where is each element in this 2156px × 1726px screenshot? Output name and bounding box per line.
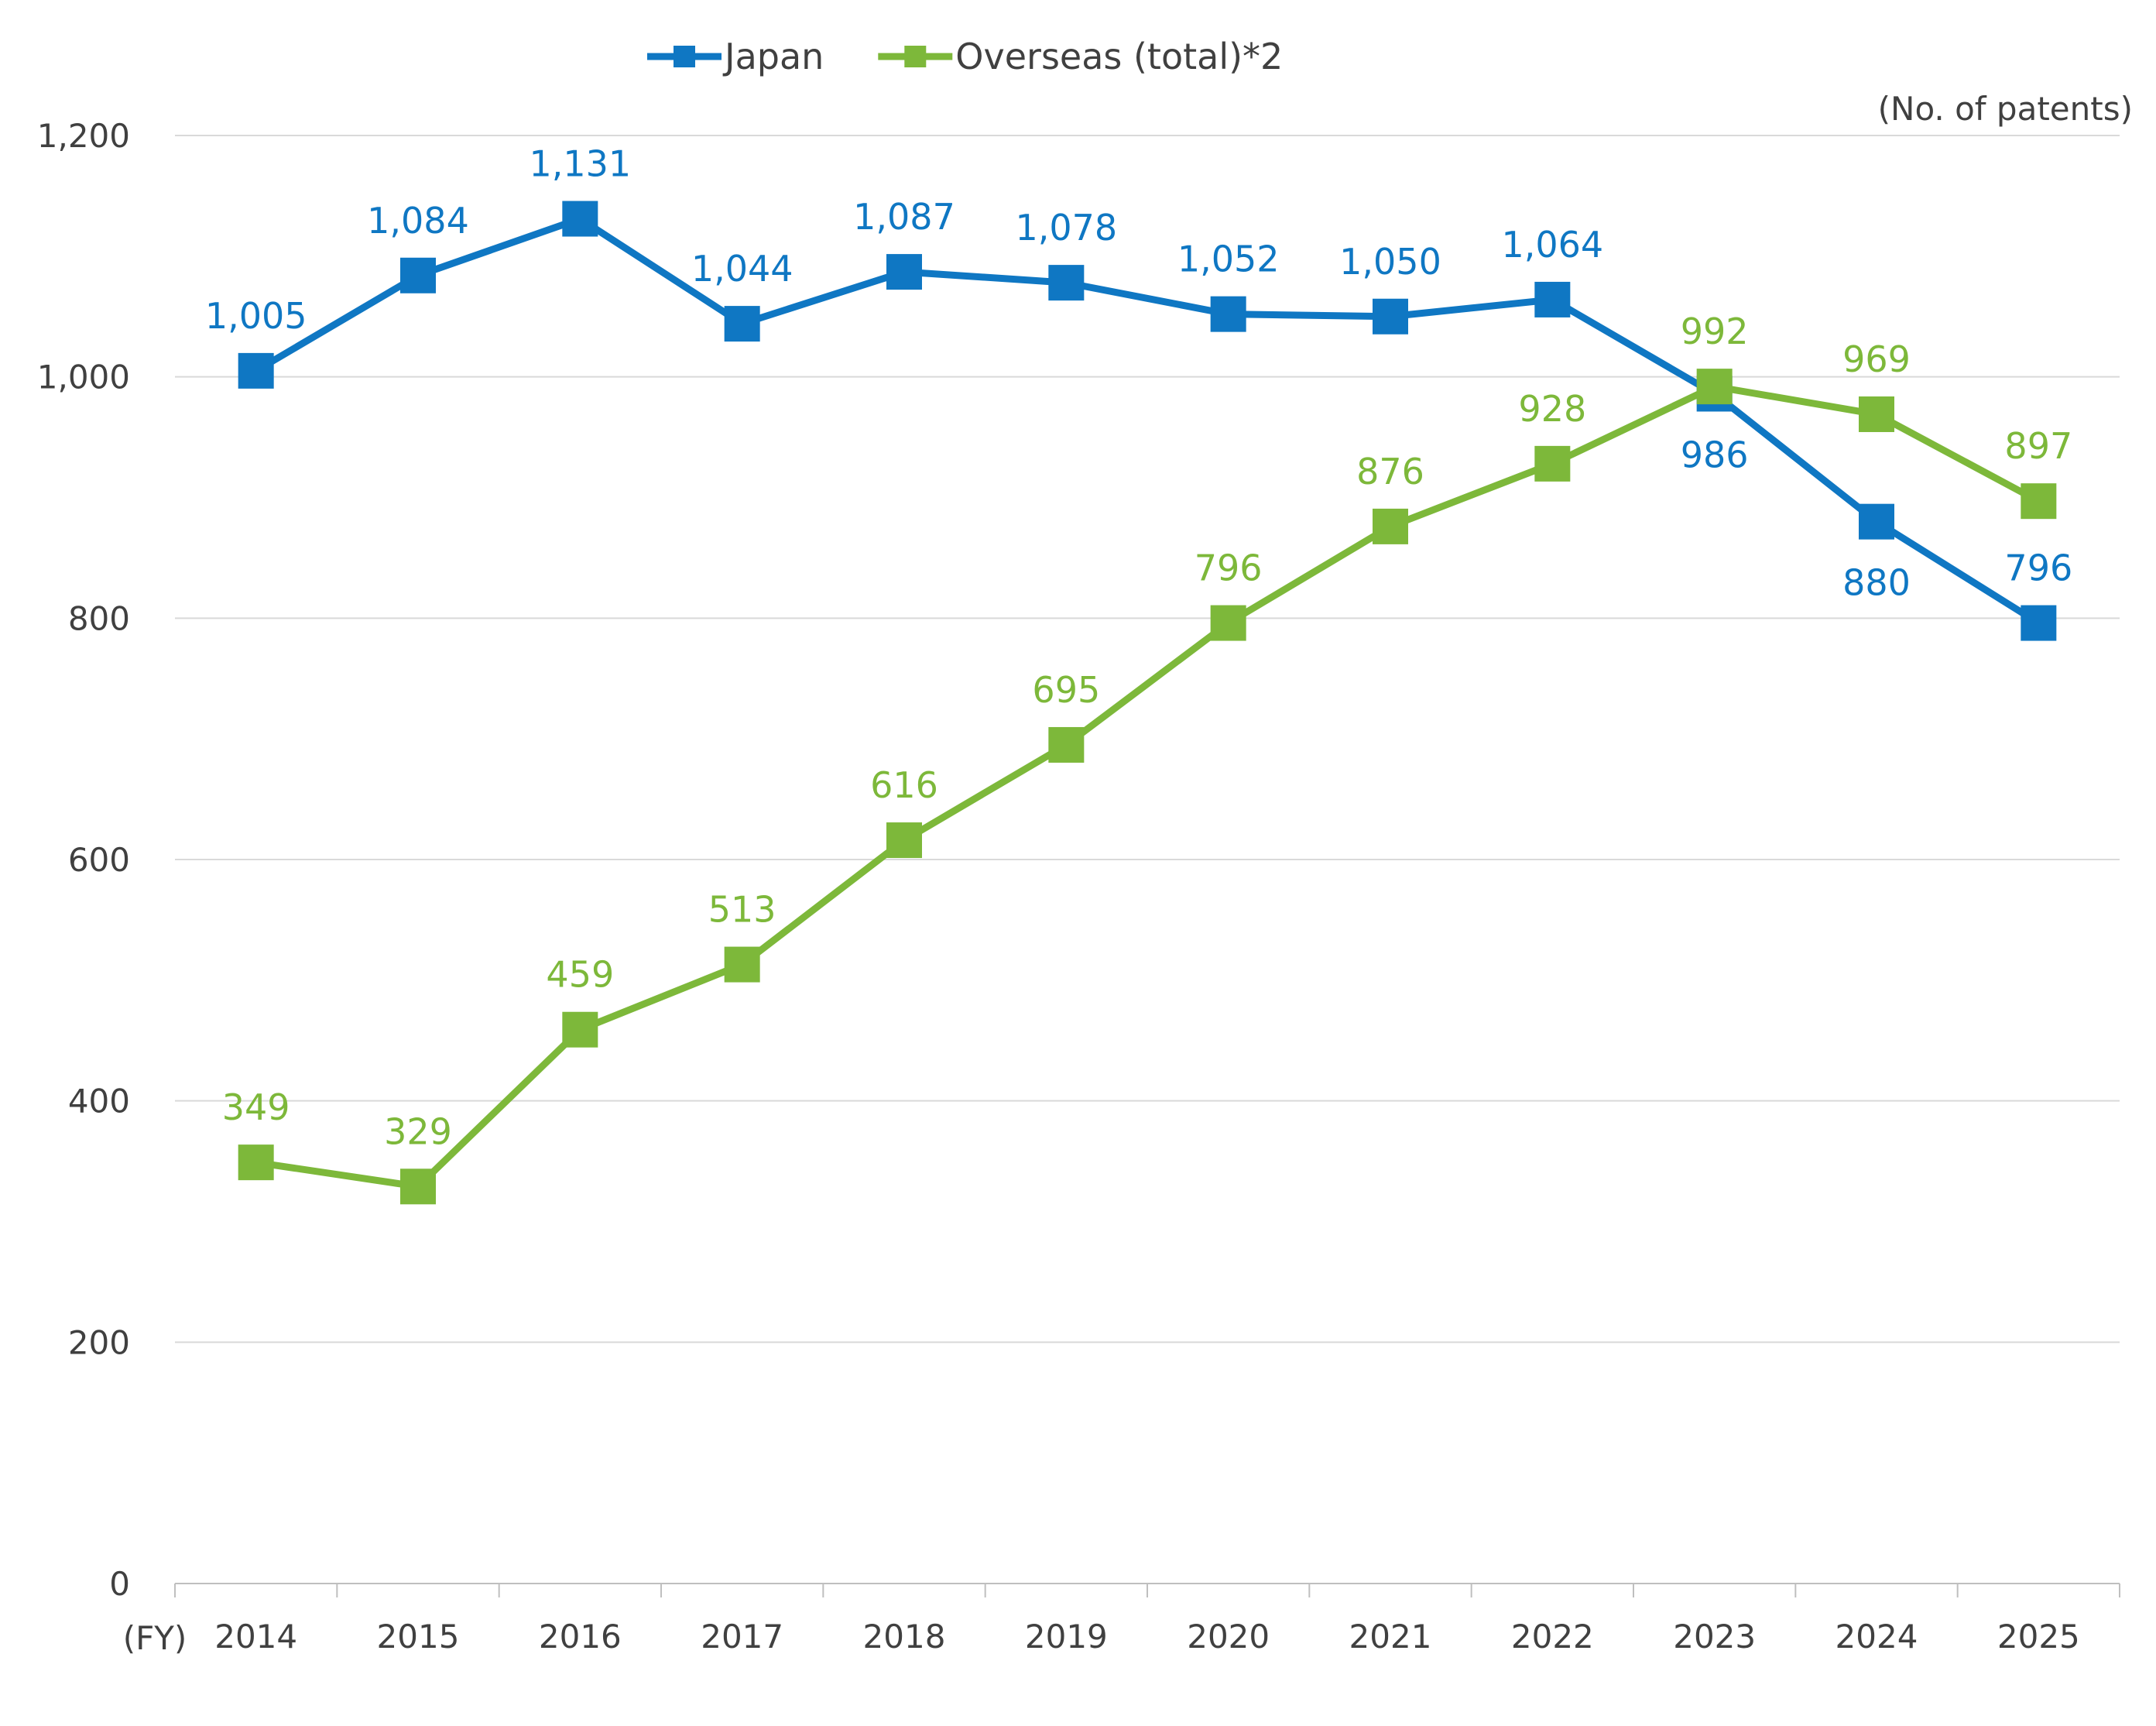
data-point — [1859, 503, 1894, 540]
data-label: 969 — [1842, 338, 1911, 380]
data-label: 897 — [2004, 425, 2072, 467]
data-point — [400, 257, 436, 293]
y-tick-label: 0 — [109, 1565, 130, 1603]
x-tick-label: 2018 — [863, 1618, 946, 1656]
data-point — [1048, 726, 1085, 763]
x-tick-label: 2015 — [377, 1618, 460, 1656]
gridlines — [175, 135, 2120, 1343]
x-tick-label: 2017 — [701, 1618, 783, 1656]
data-label: 1,044 — [691, 248, 794, 290]
data-point — [1210, 605, 1246, 641]
data-label: 1,052 — [1177, 238, 1280, 280]
data-point — [1859, 396, 1894, 432]
data-label: 1,131 — [529, 143, 631, 185]
y-tick-label: 1,000 — [37, 359, 130, 396]
data-label: 986 — [1681, 434, 1749, 475]
x-tick-label: 2021 — [1349, 1618, 1432, 1656]
x-tick-label: 2022 — [1511, 1618, 1594, 1656]
data-point — [1696, 369, 1733, 405]
data-label: 513 — [708, 889, 776, 931]
data-label: 928 — [1518, 388, 1586, 430]
y-tick-label: 1,200 — [37, 117, 130, 155]
data-label: 876 — [1356, 451, 1424, 492]
y-tick-label: 600 — [68, 841, 130, 879]
y-tick-label: 400 — [68, 1083, 130, 1120]
series-line — [255, 383, 2041, 1190]
data-labels: 1,005 1,084 1,131 1,044 1,087 1,078 1,052 1,050… — [205, 143, 2072, 1153]
data-point — [238, 352, 274, 389]
data-point — [562, 1011, 598, 1048]
data-point — [886, 822, 922, 859]
series — [238, 201, 2057, 1205]
x-tick-label: 2019 — [1025, 1618, 1108, 1656]
data-label: 349 — [222, 1086, 290, 1128]
data-label: 459 — [546, 954, 614, 996]
data-point — [724, 306, 760, 342]
data-label: 695 — [1032, 669, 1100, 711]
data-point — [2021, 483, 2057, 520]
data-point — [562, 201, 598, 237]
y-tick-label: 200 — [68, 1323, 130, 1361]
data-label: 616 — [870, 764, 938, 806]
x-tick-label: 2016 — [539, 1618, 622, 1656]
data-point — [1373, 298, 1408, 335]
series-line — [254, 215, 2041, 626]
data-label: 1,005 — [205, 295, 307, 337]
y-tick-label: 800 — [68, 599, 130, 637]
legend-marker — [674, 46, 695, 67]
data-point — [1534, 445, 1571, 482]
data-label: 1,078 — [1015, 207, 1117, 249]
data-label: 992 — [1681, 311, 1749, 352]
x-tick-label: 2014 — [214, 1618, 297, 1656]
x-tick-label: 2020 — [1187, 1618, 1270, 1656]
data-point — [1048, 265, 1085, 301]
x-tick-label: 2024 — [1836, 1618, 1918, 1656]
y-unit-label: (No. of patents) — [1878, 90, 2133, 128]
data-label: 1,064 — [1501, 224, 1603, 266]
legend: Japan Overseas (total)*2 — [647, 36, 1283, 77]
data-point — [400, 1168, 436, 1205]
data-point — [238, 1144, 274, 1181]
data-label: 329 — [384, 1110, 452, 1152]
data-label: 1,087 — [853, 196, 955, 238]
data-label: 796 — [1195, 547, 1263, 589]
legend-label: Overseas (total)*2 — [955, 36, 1283, 77]
data-point — [2021, 605, 2057, 641]
data-label: 880 — [1842, 562, 1911, 604]
x-tick-label: 2025 — [1997, 1618, 2080, 1656]
data-point — [1210, 296, 1246, 332]
x-axis-label: (FY) — [123, 1619, 187, 1657]
legend-marker — [904, 46, 927, 67]
data-point — [724, 946, 760, 983]
x-tick-label: 2023 — [1673, 1618, 1756, 1656]
data-label: 1,084 — [367, 200, 469, 242]
data-point — [886, 254, 922, 290]
data-point — [1373, 508, 1408, 544]
data-point — [1534, 281, 1571, 317]
data-label: 1,050 — [1339, 241, 1441, 283]
legend-label: Japan — [722, 36, 824, 77]
axes: 0 200 400 600 800 1,000 1,200 2014 2015 2016 2017 2… — [37, 117, 2120, 1656]
data-label: 796 — [2004, 547, 2072, 589]
